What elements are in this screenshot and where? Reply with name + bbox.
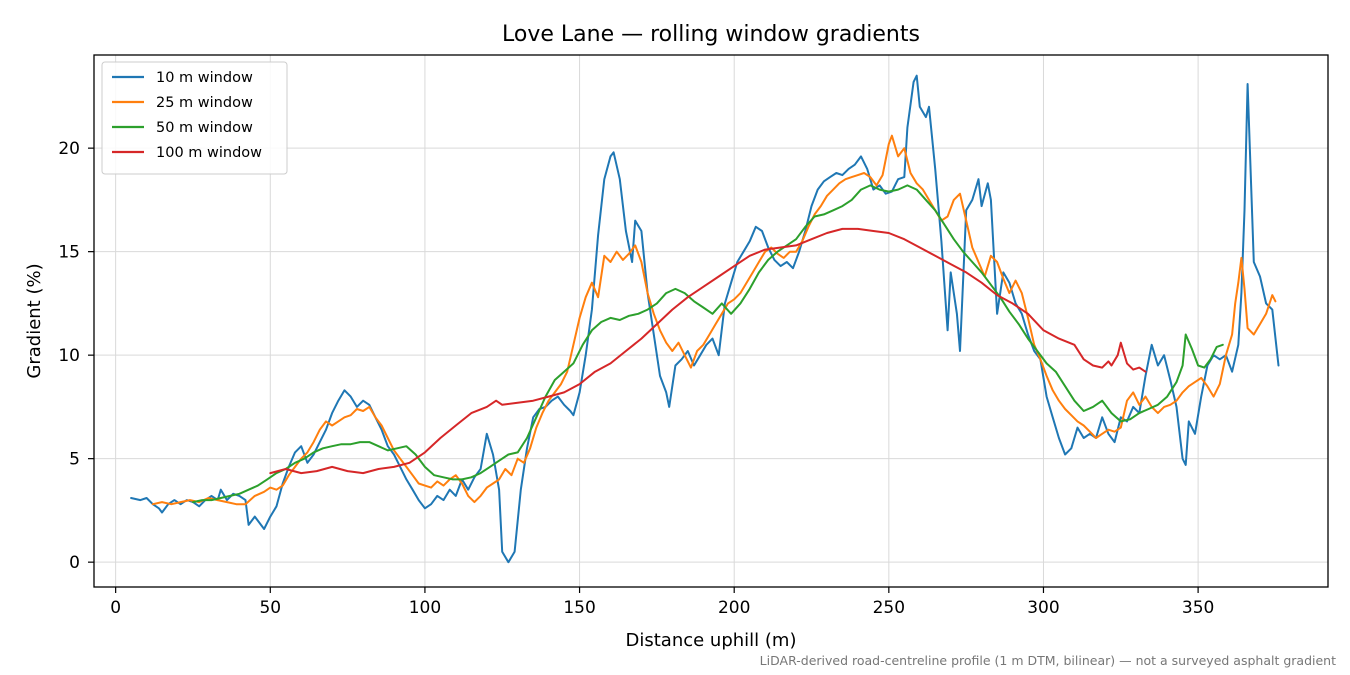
y-tick-label: 20 (58, 139, 80, 159)
y-tick-label: 5 (69, 450, 80, 470)
series-line-25-m-window (151, 134, 1277, 506)
series-group (130, 74, 1280, 564)
x-axis: 0 50 100 150 200 250 300 350 (110, 587, 1214, 618)
y-axis-title: Gradient (%) (24, 263, 45, 378)
plot-frame (93, 54, 1329, 588)
x-tick-label: 100 (409, 598, 441, 618)
x-tick-label: 200 (718, 598, 750, 618)
y-tick-label: 10 (58, 346, 80, 366)
x-tick-label: 250 (873, 598, 905, 618)
series-line-50-m-window (192, 184, 1224, 504)
y-tick-label: 0 (69, 553, 80, 573)
x-tick-label: 350 (1182, 598, 1214, 618)
legend-box (101, 61, 288, 175)
y-axis: 0 5 10 15 20 (58, 139, 94, 573)
x-axis-title: Distance uphill (m) (626, 630, 797, 651)
legend-label: 50 m window (156, 120, 253, 136)
x-tick-label: 0 (110, 598, 121, 618)
y-tick-label: 15 (58, 243, 80, 263)
legend-label: 100 m window (156, 145, 262, 161)
chart-title: Love Lane — rolling window gradients (502, 22, 920, 47)
x-tick-label: 150 (563, 598, 595, 618)
footnote: LiDAR-derived road-centreline profile (1… (760, 653, 1336, 668)
x-tick-label: 300 (1027, 598, 1059, 618)
series-line-10-m-window (130, 74, 1280, 564)
series-line-100-m-window (269, 227, 1147, 475)
legend-label: 10 m window (156, 70, 253, 86)
legend-label: 25 m window (156, 95, 253, 111)
x-tick-label: 50 (259, 598, 281, 618)
legend: 10 m window 25 m window 50 m window 100 m w… (101, 61, 288, 175)
